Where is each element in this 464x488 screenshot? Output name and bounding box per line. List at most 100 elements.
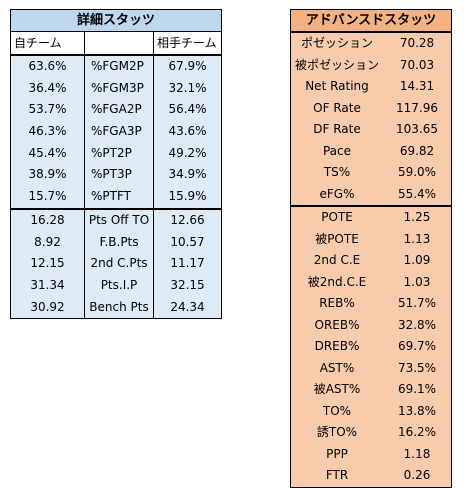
stat-name: Pts Off TO xyxy=(84,209,154,232)
own-team-header: 自チーム xyxy=(14,36,62,50)
table-row: 53.7% %FGA2P 56.4% xyxy=(11,99,221,122)
table-row: FTR 0.26 xyxy=(291,465,451,487)
advanced-stat-label: DF Rate xyxy=(313,122,361,136)
advanced-stat-label: OF Rate xyxy=(313,100,361,115)
stat-name: %FGM2P xyxy=(84,56,154,78)
advanced-stat-value: 0.26 xyxy=(403,468,431,482)
table-row: 被2nd.C.E 1.03 xyxy=(291,272,451,294)
own-team-value: 45.4% xyxy=(28,145,67,160)
advanced-stat-value: 69.1% xyxy=(397,382,437,396)
table-row: 誘TO% 16.2% xyxy=(291,422,451,444)
advanced-stat-value: 55.4% xyxy=(397,186,437,201)
own-team-value: 38.9% xyxy=(28,167,67,182)
stat-name: %FGA3P xyxy=(84,121,154,143)
opponent-team-value: 32.1% xyxy=(168,80,207,95)
own-team-value: 12.15 xyxy=(30,256,65,271)
own-team-value: 53.7% xyxy=(28,102,67,117)
table-row: 16.28 Pts Off TO 12.66 xyxy=(11,207,221,232)
advanced-stat-label: 被AST% xyxy=(313,382,361,396)
table-row: DF Rate 103.65 xyxy=(291,119,451,141)
own-team-value: 31.34 xyxy=(30,277,65,292)
advanced-stat-label: REB% xyxy=(319,296,355,310)
own-team-value: 36.4% xyxy=(28,80,67,95)
table-row: TO% 13.8% xyxy=(291,401,451,423)
advanced-stat-value: 103.65 xyxy=(396,122,438,136)
table-row: AST% 73.5% xyxy=(291,358,451,380)
table-row: eFG% 55.4% xyxy=(291,184,451,206)
stat-name: 2nd C.Pts xyxy=(84,253,154,275)
advanced-stat-label: AST% xyxy=(319,360,355,375)
stat-name: %FGM3P xyxy=(84,77,154,100)
advanced-stat-value: 59.0% xyxy=(397,165,437,179)
stat-name: F.B.Pts xyxy=(84,231,154,254)
stat-name: Pts.I.P xyxy=(84,274,154,297)
own-team-value: 15.7% xyxy=(28,189,67,204)
advanced-stat-value: 1.25 xyxy=(403,210,431,224)
table-row: POTE 1.25 xyxy=(291,205,451,229)
advanced-stat-label: OREB% xyxy=(314,317,360,332)
own-team-value: 46.3% xyxy=(28,124,67,139)
advanced-stat-value: 1.18 xyxy=(403,446,431,461)
table-row: 36.4% %FGM3P 32.1% xyxy=(11,77,221,100)
table-row: 31.34 Pts.I.P 32.15 xyxy=(11,274,221,297)
advanced-stat-value: 117.96 xyxy=(396,100,438,115)
own-team-value: 30.92 xyxy=(30,299,65,314)
table-row: 63.6% %FGM2P 67.9% xyxy=(11,56,221,78)
table-row: OREB% 32.8% xyxy=(291,315,451,337)
advanced-stat-value: 13.8% xyxy=(397,403,437,418)
table-row: ポゼッション 70.28 xyxy=(291,33,451,55)
table-row: 46.3% %FGA3P 43.6% xyxy=(11,121,221,143)
opponent-team-value: 49.2% xyxy=(168,145,207,160)
table-row: 45.4% %PT2P 49.2% xyxy=(11,142,221,165)
advanced-stat-value: 1.09 xyxy=(403,253,431,267)
opponent-team-value: 34.9% xyxy=(168,167,207,182)
advanced-stat-label: POTE xyxy=(321,210,353,224)
advanced-stat-label: eFG% xyxy=(319,186,355,201)
detailed-stats-header-row: 自チーム 相手チーム xyxy=(11,32,221,56)
table-row: 被ポゼッション 70.03 xyxy=(291,55,451,77)
advanced-stat-value: 14.31 xyxy=(399,79,435,93)
opponent-team-value: 67.9% xyxy=(168,59,207,73)
advanced-stat-value: 51.7% xyxy=(397,296,437,310)
advanced-stat-label: ポゼッション xyxy=(300,36,373,50)
advanced-stat-label: Net Rating xyxy=(305,79,369,93)
own-team-value: 16.28 xyxy=(30,212,65,227)
stat-name-header xyxy=(84,32,154,54)
stat-name: %PTFT xyxy=(84,186,154,208)
opponent-team-value: 56.4% xyxy=(168,102,207,117)
advanced-stat-value: 70.28 xyxy=(399,36,435,50)
table-row: 12.15 2nd C.Pts 11.17 xyxy=(11,253,221,275)
table-row: 2nd C.E 1.09 xyxy=(291,250,451,272)
advanced-stat-label: TS% xyxy=(323,165,351,179)
table-row: PPP 1.18 xyxy=(291,444,451,466)
opponent-team-value: 43.6% xyxy=(168,124,207,139)
advanced-stat-label: 誘TO% xyxy=(316,425,358,439)
advanced-stat-label: PPP xyxy=(326,446,348,461)
opponent-team-value: 12.66 xyxy=(170,212,205,227)
detailed-stats-table: 詳細スタッツ 自チーム 相手チーム 63.6% %FGM2P 67.9% 36.4%%… xyxy=(10,9,222,320)
advanced-stat-value: 73.5% xyxy=(397,360,437,375)
detailed-stats-lower-section: 16.28 Pts Off TO 12.66 8.92 F.B.Pts 10.57 12.1… xyxy=(11,207,221,319)
advanced-stat-value: 69.7% xyxy=(397,339,437,353)
stat-name: %PT3P xyxy=(84,164,154,187)
table-row: 被POTE 1.13 xyxy=(291,229,451,251)
opponent-team-header: 相手チーム xyxy=(157,36,217,50)
advanced-stat-value: 16.2% xyxy=(397,425,437,439)
table-row: TS% 59.0% xyxy=(291,162,451,184)
opponent-team-value: 24.34 xyxy=(170,299,205,314)
advanced-stat-label: 被ポゼッション xyxy=(294,57,379,72)
opponent-team-value: 15.9% xyxy=(168,189,207,204)
table-row: REB% 51.7% xyxy=(291,293,451,315)
advanced-stat-label: FTR xyxy=(325,468,349,482)
own-team-value: 8.92 xyxy=(34,234,61,249)
advanced-stats-upper-section: ポゼッション 70.28 被ポゼッション 70.03 Net Rating 14.31 OF… xyxy=(291,33,451,205)
advanced-stat-label: 被POTE xyxy=(315,231,359,246)
table-row: OF Rate 117.96 xyxy=(291,98,451,120)
opponent-team-value: 11.17 xyxy=(170,256,205,271)
advanced-stat-value: 1.13 xyxy=(403,231,431,246)
stat-name: Bench Pts xyxy=(84,296,154,319)
advanced-stat-value: 1.03 xyxy=(403,274,431,289)
opponent-team-value: 10.57 xyxy=(170,234,205,249)
advanced-stat-value: 69.82 xyxy=(399,143,435,158)
advanced-stat-label: TO% xyxy=(322,403,352,418)
